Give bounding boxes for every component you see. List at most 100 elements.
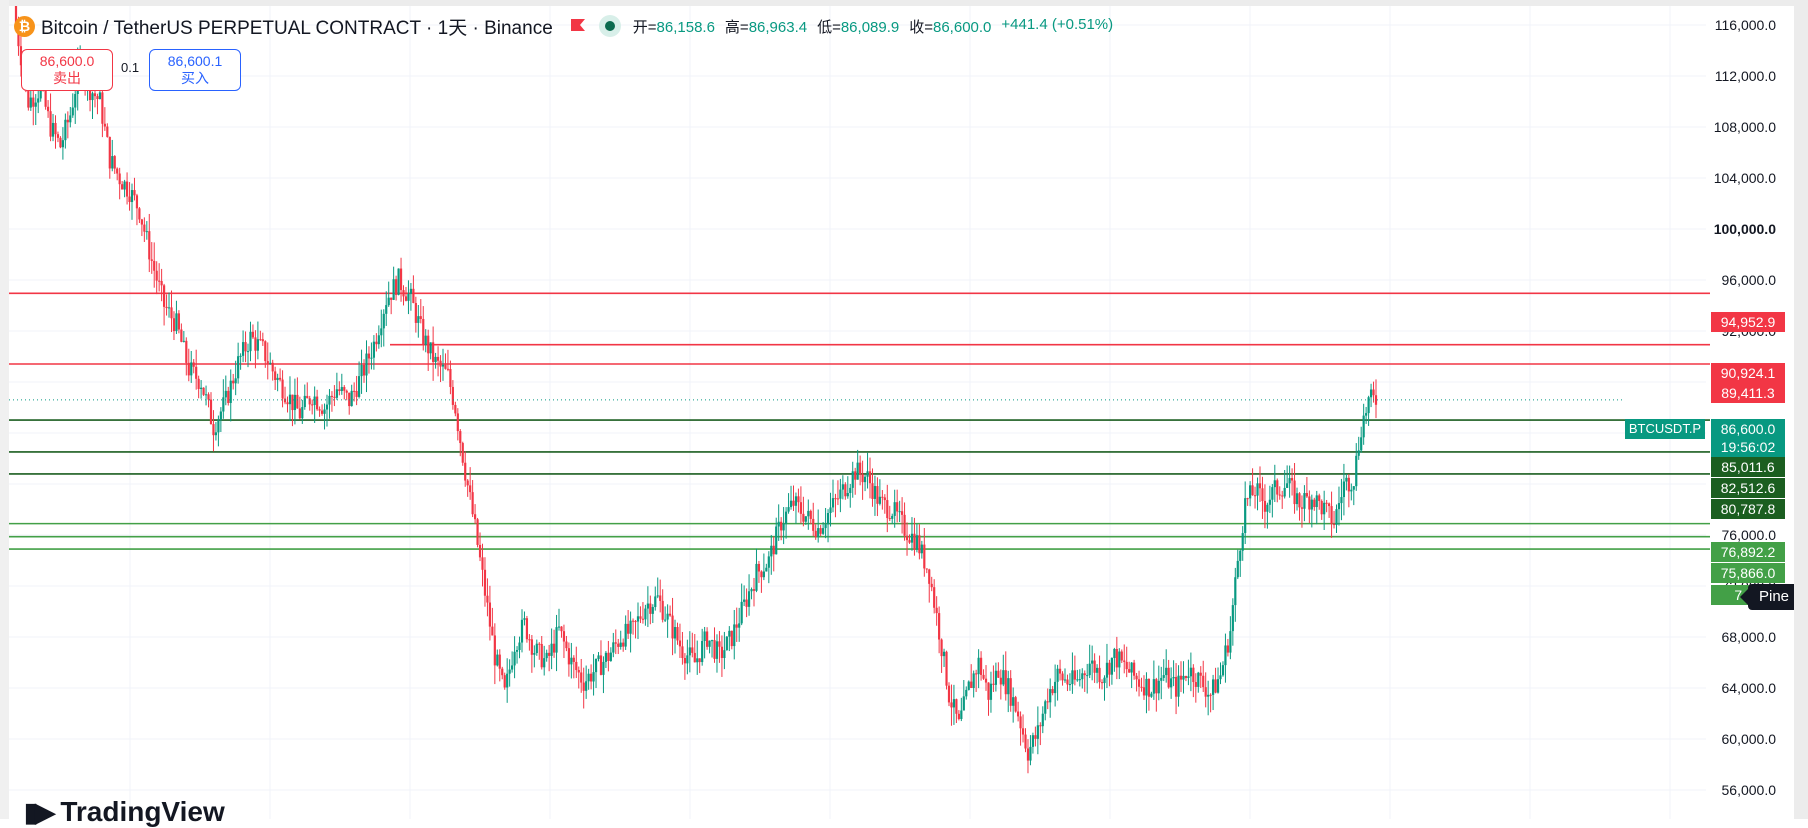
candle[interactable] (244, 331, 247, 363)
candle[interactable] (291, 394, 294, 427)
candle[interactable] (777, 504, 780, 541)
candle[interactable] (1249, 481, 1252, 507)
candle[interactable] (432, 326, 435, 381)
candle[interactable] (1179, 661, 1183, 693)
candle[interactable] (190, 350, 193, 383)
candle[interactable] (1061, 671, 1064, 686)
sell-button[interactable]: 86,600.0 卖出 (21, 49, 113, 91)
candle[interactable] (311, 399, 314, 415)
candle[interactable] (111, 139, 114, 172)
candle[interactable] (1140, 677, 1143, 692)
candle[interactable] (372, 335, 375, 370)
candle[interactable] (745, 588, 748, 618)
candle[interactable] (1046, 688, 1049, 710)
candle[interactable] (809, 509, 812, 525)
candle[interactable] (1130, 662, 1133, 689)
candle[interactable] (533, 645, 536, 668)
candle[interactable] (819, 525, 822, 537)
candle[interactable] (222, 379, 225, 419)
candle[interactable] (1152, 660, 1155, 700)
candle[interactable] (1310, 494, 1313, 528)
candle[interactable] (1253, 486, 1257, 509)
candle[interactable] (713, 627, 716, 663)
candle[interactable] (683, 653, 686, 680)
candle[interactable] (538, 642, 541, 660)
candle[interactable] (979, 651, 983, 681)
candle[interactable] (1123, 644, 1126, 674)
candle[interactable] (1142, 675, 1146, 700)
candle[interactable] (350, 384, 353, 407)
candle[interactable] (209, 392, 213, 425)
candle[interactable] (195, 349, 198, 390)
candle[interactable] (604, 650, 608, 668)
candle[interactable] (641, 602, 645, 624)
candle[interactable] (308, 395, 311, 411)
candle[interactable] (202, 387, 205, 396)
candle[interactable] (824, 507, 827, 539)
candle[interactable] (456, 408, 459, 441)
candle[interactable] (619, 630, 622, 650)
candle[interactable] (960, 697, 963, 722)
candle[interactable] (59, 136, 62, 149)
candle[interactable] (269, 352, 272, 365)
candle[interactable] (513, 636, 516, 679)
candle[interactable] (464, 451, 467, 487)
candle[interactable] (1239, 549, 1242, 577)
candle[interactable] (1204, 672, 1207, 708)
candle[interactable] (454, 401, 457, 417)
candle[interactable] (1288, 465, 1291, 498)
candle[interactable] (743, 585, 746, 607)
candle[interactable] (382, 309, 385, 347)
candle[interactable] (1184, 675, 1188, 682)
candle[interactable] (836, 480, 840, 506)
candle[interactable] (387, 281, 390, 307)
candle[interactable] (1012, 687, 1015, 723)
candle[interactable] (1350, 483, 1353, 501)
candle[interactable] (622, 638, 625, 652)
candle[interactable] (804, 516, 807, 525)
level-tag-red-1[interactable]: 94,952.9 (1711, 312, 1785, 332)
candle[interactable] (631, 618, 635, 635)
candle[interactable] (473, 504, 477, 524)
candle[interactable] (177, 310, 181, 334)
candle[interactable] (540, 635, 543, 670)
candle[interactable] (1207, 680, 1210, 716)
candle[interactable] (557, 608, 561, 631)
candle[interactable] (503, 672, 506, 690)
candle[interactable] (335, 372, 338, 400)
candle[interactable] (1335, 504, 1338, 533)
candle[interactable] (918, 524, 921, 560)
candle[interactable] (1236, 549, 1239, 580)
candle[interactable] (182, 331, 185, 343)
candle[interactable] (523, 611, 526, 626)
candle[interactable] (1174, 663, 1178, 715)
candle[interactable] (577, 666, 580, 689)
candle[interactable] (698, 658, 701, 674)
candle[interactable] (402, 285, 405, 306)
candle[interactable] (501, 666, 504, 680)
candle[interactable] (476, 517, 479, 548)
candle[interactable] (1026, 739, 1030, 774)
candle[interactable] (338, 381, 341, 396)
candle[interactable] (594, 658, 598, 689)
candle[interactable] (617, 638, 620, 655)
candle[interactable] (1086, 663, 1089, 694)
candle[interactable] (185, 337, 188, 376)
candle[interactable] (125, 172, 129, 205)
candle[interactable] (1009, 670, 1012, 712)
candle[interactable] (987, 682, 990, 716)
candle[interactable] (627, 610, 630, 639)
candle[interactable] (817, 509, 820, 543)
candle[interactable] (1031, 732, 1035, 754)
candle[interactable] (957, 710, 960, 721)
candle[interactable] (412, 275, 415, 304)
candle[interactable] (841, 475, 844, 500)
candle[interactable] (261, 332, 264, 346)
candle[interactable] (876, 477, 879, 517)
candle[interactable] (693, 634, 696, 663)
candle[interactable] (839, 478, 842, 513)
candle[interactable] (599, 640, 603, 676)
candle[interactable] (782, 507, 785, 545)
candle[interactable] (1150, 691, 1153, 698)
